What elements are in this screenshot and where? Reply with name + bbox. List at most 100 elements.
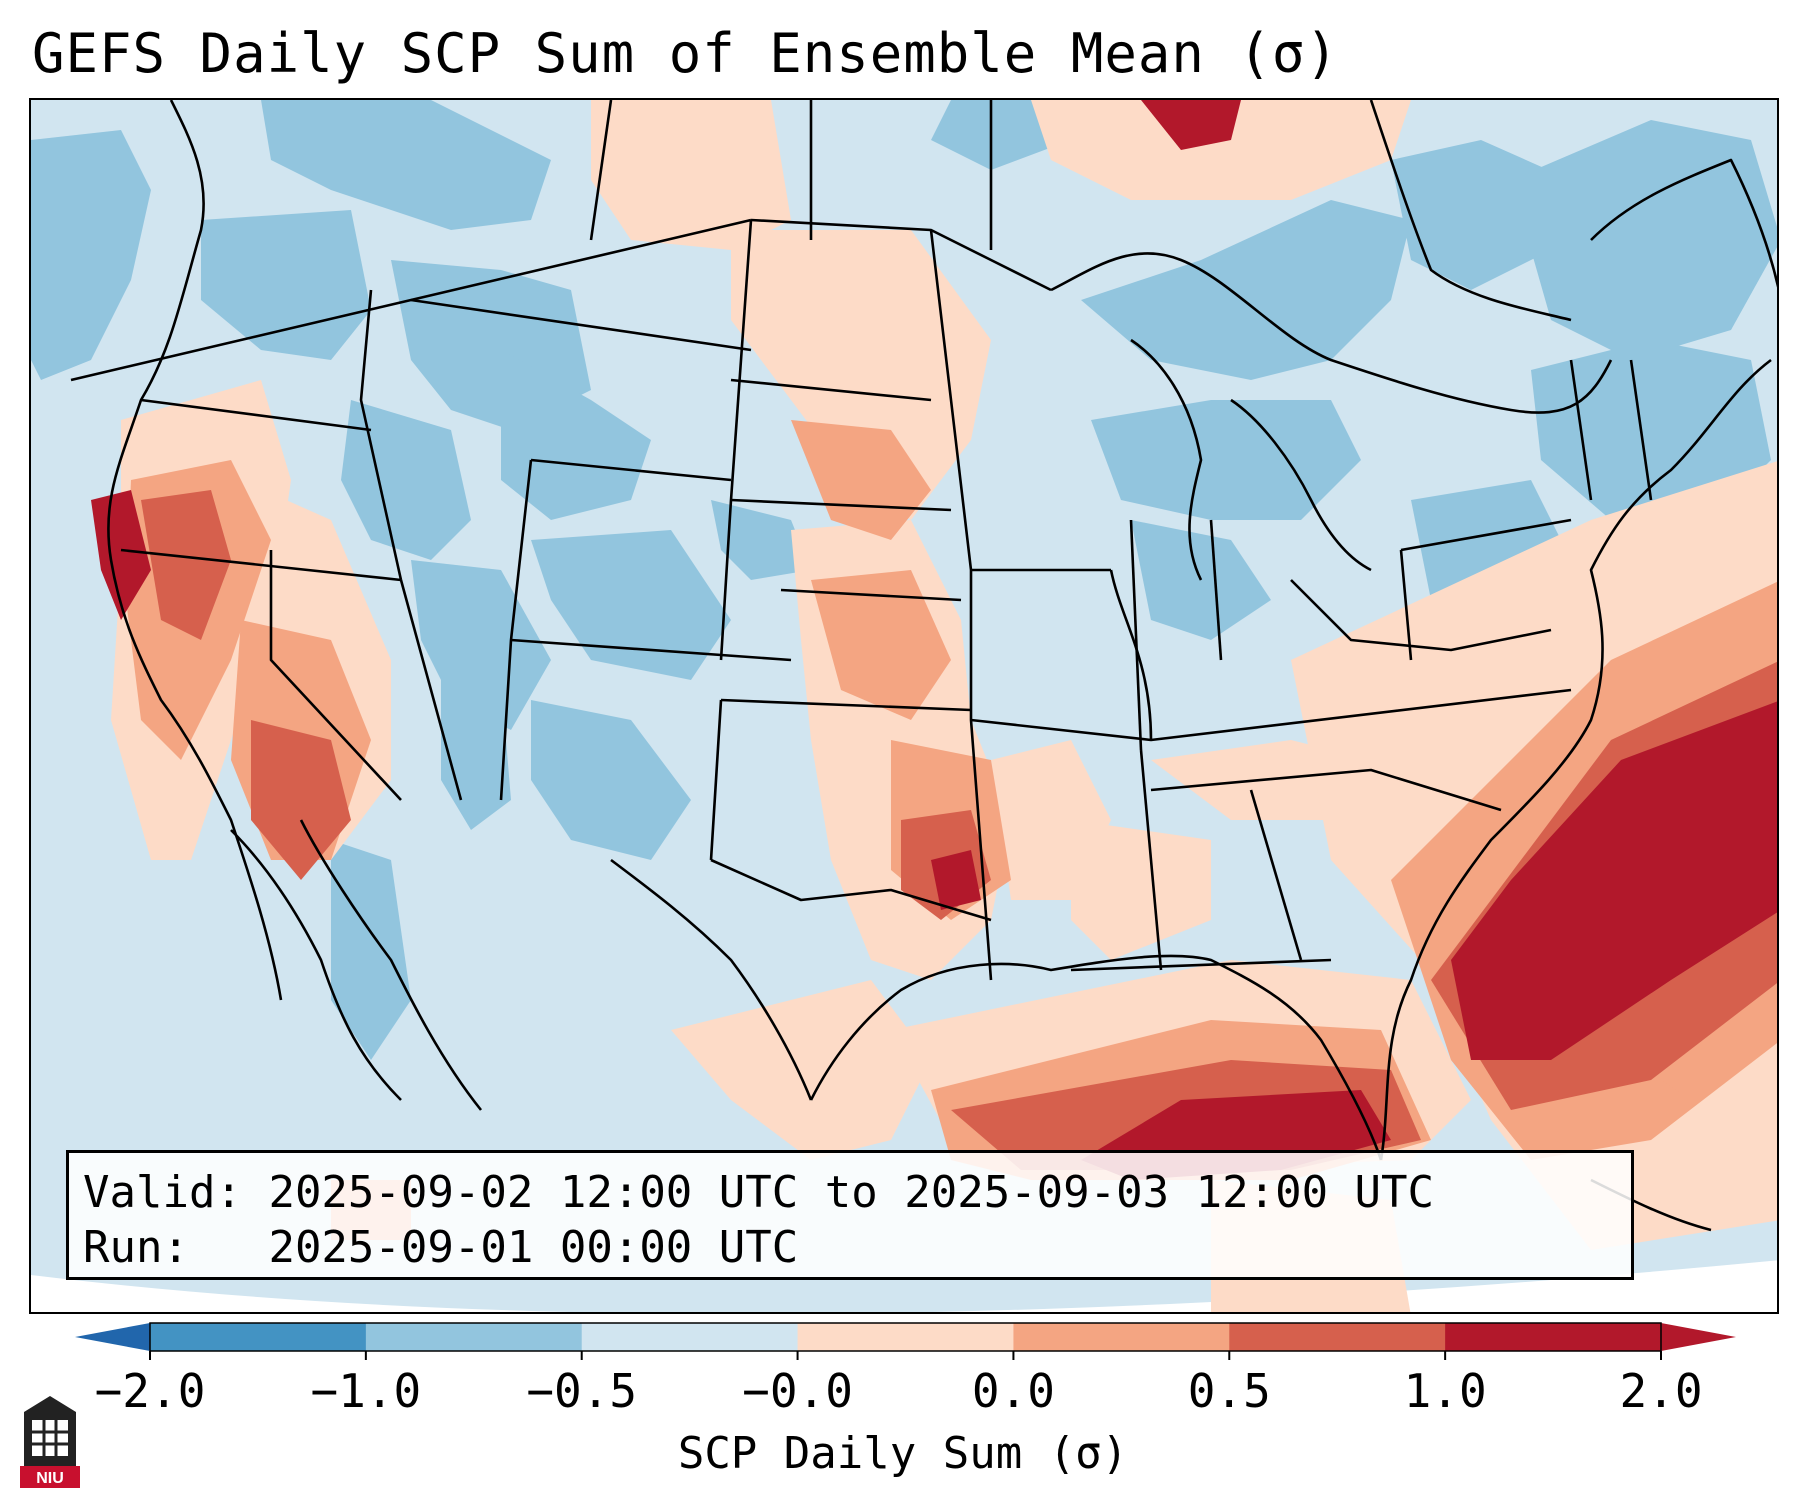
- colorbar-tick-label: −1.0: [310, 1364, 422, 1418]
- gulf-of-california-coastline: [299, 819, 483, 1111]
- pacific-nw-offshore-region: [31, 130, 151, 380]
- validity-info-box: Valid: 2025-09-02 12:00 UTC to 2025-09-0…: [66, 1150, 1634, 1280]
- kansas-region: [811, 570, 951, 720]
- nd-sd-border: [730, 378, 932, 402]
- wyoming-south-border: [530, 458, 732, 482]
- baja-region: [331, 840, 411, 1060]
- valid-label: Valid:: [83, 1167, 242, 1218]
- ks-ok-border: [720, 698, 972, 712]
- nebraska-west-region: [711, 500, 811, 580]
- colorbar-segment: [150, 1323, 367, 1351]
- california-strong-region: [141, 490, 231, 640]
- lake-michigan-shore: [1130, 338, 1203, 581]
- great-lakes-border: [1050, 252, 1613, 414]
- colorbar-tick-label: −0.5: [526, 1364, 638, 1418]
- wyoming-region: [501, 350, 651, 520]
- logo-window-bars: [32, 1420, 68, 1456]
- colorbar-tick-label: −2.0: [94, 1364, 206, 1418]
- california-nevada-border: [269, 550, 402, 801]
- run-row: Run: 2025-09-01 00:00 UTC: [83, 1220, 1617, 1275]
- colorado-region: [531, 530, 731, 680]
- colorbar-tick-label: 2.0: [1619, 1364, 1703, 1418]
- positive-extreme-regions: [91, 100, 1777, 1180]
- quebec-ontario-border: [1369, 100, 1572, 322]
- niu-logo: NIU: [20, 1396, 80, 1488]
- pa-ny-border: [1400, 518, 1572, 552]
- hudson-extreme-region: [1141, 100, 1241, 150]
- ne-ks-border: [780, 588, 962, 602]
- vt-nh-border: [1569, 359, 1593, 501]
- washington-region: [201, 210, 371, 360]
- tx-panhandle-border: [709, 699, 723, 861]
- northern-california-extreme-region: [91, 490, 151, 620]
- logo-band: [20, 1466, 80, 1488]
- colorbar-title: SCP Daily Sum (σ): [677, 1428, 1129, 1479]
- new-england-region: [1531, 340, 1771, 520]
- idaho-border: [359, 289, 403, 581]
- tn-south-border: [1150, 768, 1502, 812]
- fl-panhandle-border: [1070, 958, 1332, 972]
- colorbar-tick-label: 1.0: [1403, 1364, 1487, 1418]
- colorbar-tick-label: 0.0: [971, 1364, 1055, 1418]
- nh-maine-border: [1629, 359, 1653, 501]
- logo-window: [32, 1420, 68, 1456]
- maritimes-region: [1511, 120, 1777, 360]
- red-river-border: [710, 858, 992, 922]
- mississippi-alabama-border: [1139, 749, 1163, 971]
- mississippi-river: [1109, 569, 1153, 741]
- atlantic-extreme-region: [1451, 701, 1777, 1060]
- valid-value: 2025-09-02 12:00 UTC to 2025-09-03 12:00…: [268, 1167, 1435, 1218]
- colorbar-ticks: [149, 1351, 1662, 1360]
- sd-ne-border: [730, 498, 952, 512]
- ohio-river-border: [1290, 579, 1552, 652]
- colorbar-segment: [581, 1323, 799, 1351]
- colorbar-segment: [1445, 1323, 1662, 1351]
- baja-coastline: [230, 829, 402, 1101]
- arizona-strong-region: [251, 720, 351, 880]
- oregon-washington-border: [140, 398, 372, 432]
- colorbar-segment: [797, 1323, 1014, 1351]
- colorbar-tick-label: −0.0: [742, 1364, 853, 1418]
- indiana-ohio-border: [1209, 519, 1223, 661]
- idaho-region: [341, 400, 471, 560]
- saskatchewan-region: [591, 100, 791, 250]
- map-panel: [29, 98, 1779, 1314]
- dakotas-region: [731, 230, 991, 520]
- colorbar-outline: [149, 1322, 1662, 1352]
- nevada-utah-border: [399, 579, 463, 801]
- montana-south-border: [410, 298, 752, 352]
- valid-row: Valid: 2025-09-02 12:00 UTC to 2025-09-0…: [83, 1165, 1617, 1220]
- colorbar-extend-high: [1661, 1323, 1736, 1351]
- colorbar-segments: [150, 1323, 1662, 1351]
- gulf-coastline: [809, 954, 1383, 1161]
- atlantic-coastline: [1379, 358, 1772, 1161]
- canada-border-central: [750, 218, 1052, 292]
- new-mexico-region: [531, 700, 691, 860]
- map-svg: [31, 100, 1777, 1312]
- pa-ohio-border: [1399, 549, 1413, 661]
- boundaries: [70, 100, 1777, 1232]
- chart-title: GEFS Daily SCP Sum of Ensemble Mean (σ): [32, 22, 1339, 85]
- colorbar-segment: [365, 1323, 583, 1351]
- ok-extreme-region: [931, 850, 981, 910]
- great-lakes-region: [1091, 400, 1361, 520]
- rio-grande-border: [610, 858, 813, 1101]
- south-dakota-region: [791, 420, 931, 540]
- alabama-georgia-border: [1249, 789, 1303, 961]
- ontario-region: [1081, 200, 1411, 380]
- oregon-california-border: [120, 548, 402, 582]
- st-lawrence-shore: [1590, 158, 1777, 288]
- alberta-sask-border: [589, 100, 613, 241]
- bc-region: [261, 100, 551, 230]
- south-texas-region: [671, 980, 931, 1160]
- colorbar-segment: [1229, 1323, 1446, 1351]
- colorbar-segment: [1013, 1323, 1230, 1351]
- colorbar-tick-label: 0.5: [1187, 1364, 1271, 1418]
- illinois-indiana-border: [1129, 519, 1143, 751]
- colorbar-extend-low: [75, 1323, 150, 1351]
- colorado-nm-border: [510, 638, 792, 662]
- negative-anomaly-regions: [31, 100, 1777, 1060]
- pacific-coastline: [107, 100, 283, 1001]
- mississippi-region: [1071, 820, 1211, 960]
- run-label: Run:: [83, 1222, 189, 1273]
